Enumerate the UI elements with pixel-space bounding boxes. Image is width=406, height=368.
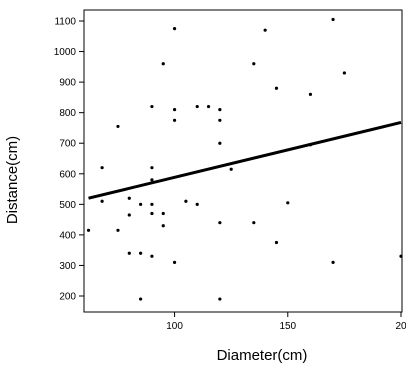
data-point xyxy=(172,260,177,264)
data-point xyxy=(229,167,233,171)
data-point xyxy=(206,104,211,109)
data-point xyxy=(274,86,279,90)
data-point xyxy=(172,27,177,31)
x-axis: 100 150 20 xyxy=(166,312,406,332)
x-tick-label: 20 xyxy=(395,321,406,332)
y-axis-title: Distance(cm) xyxy=(4,136,21,224)
y-tick-label: 200 xyxy=(59,292,76,303)
y-tick-label: 600 xyxy=(59,169,76,180)
data-point xyxy=(100,199,104,203)
data-point xyxy=(331,260,335,264)
data-point xyxy=(195,202,199,206)
data-point xyxy=(331,17,335,22)
data-point xyxy=(342,71,346,75)
data-point xyxy=(399,254,403,258)
data-point xyxy=(127,196,131,200)
plot-frame xyxy=(83,9,403,313)
trend-line xyxy=(88,120,402,200)
data-point xyxy=(218,297,222,301)
data-point xyxy=(172,108,177,112)
x-tick-label: 150 xyxy=(279,321,296,332)
data-point xyxy=(139,202,143,206)
y-tick-label: 300 xyxy=(59,261,76,272)
data-point xyxy=(150,211,154,216)
data-point xyxy=(161,224,165,228)
data-point xyxy=(218,118,222,122)
data-point xyxy=(127,213,131,217)
data-point xyxy=(150,104,154,109)
data-point xyxy=(86,228,91,232)
data-point xyxy=(252,62,256,66)
data-point xyxy=(218,108,222,112)
data-point xyxy=(308,92,313,96)
data-point xyxy=(161,62,165,66)
data-point xyxy=(184,199,188,203)
y-axis: 200 300 400 500 600 700 800 900 1000 1100 xyxy=(54,17,84,303)
y-tick-label: 700 xyxy=(59,139,76,150)
data-point xyxy=(127,251,131,255)
data-point xyxy=(150,254,154,258)
y-tick-label: 1100 xyxy=(54,17,76,28)
data-point xyxy=(100,166,104,170)
data-point xyxy=(263,28,267,32)
data-point xyxy=(116,124,120,129)
y-tick-label: 800 xyxy=(59,108,76,119)
data-point xyxy=(150,166,154,170)
data-point xyxy=(150,178,154,182)
y-tick-label: 500 xyxy=(59,200,76,211)
data-point xyxy=(139,297,143,301)
data-point xyxy=(218,141,222,145)
data-point xyxy=(139,251,143,255)
data-point xyxy=(218,221,222,225)
data-point xyxy=(116,228,120,232)
y-tick-label: 1000 xyxy=(54,47,77,58)
y-tick-label: 900 xyxy=(59,78,76,89)
data-point xyxy=(274,240,279,245)
y-tick-label: 400 xyxy=(59,230,76,241)
data-point xyxy=(252,221,256,225)
data-point xyxy=(195,104,199,109)
x-axis-title: Diameter(cm) xyxy=(217,347,308,364)
data-point xyxy=(161,211,165,216)
data-point xyxy=(286,201,290,205)
data-point xyxy=(150,202,154,206)
x-tick-label: 100 xyxy=(166,321,183,332)
data-point xyxy=(172,118,177,122)
